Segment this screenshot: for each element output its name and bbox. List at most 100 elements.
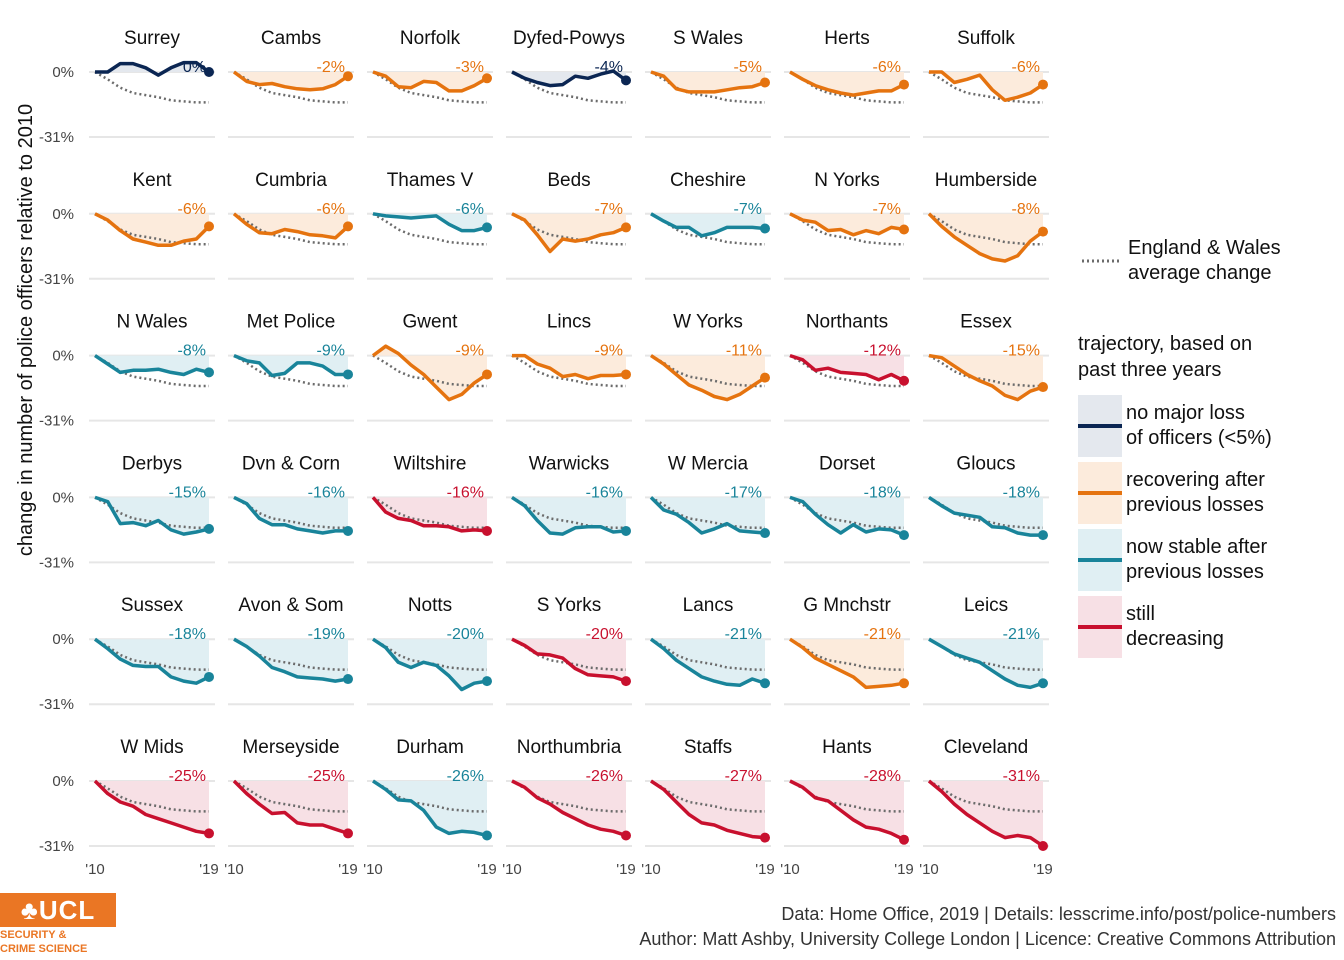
y-tick-label: -31% [39,413,74,430]
x-tick-label: '19 [755,861,775,878]
panel: Hants -28% [784,737,910,847]
facet-title: Met Police [247,312,336,333]
endpoint-dot [204,671,214,682]
ucl-logo: ♣UCL SECURITY & CRIME SCIENCE [0,893,118,955]
average-line [94,496,209,530]
change-label: -16% [308,484,345,501]
panel-area [512,355,626,379]
y-tick-label: -31% [39,838,74,855]
facet-title: Dyfed-Powys [513,28,625,49]
endpoint-dot [482,830,492,841]
endpoint-dot [343,71,353,82]
average-line [928,70,1043,104]
y-tick-label: -31% [39,129,74,146]
series-line [927,779,1044,848]
series-line [789,495,905,537]
average-line [94,779,209,813]
average-line [928,496,1043,530]
y-tick-label: -31% [39,271,74,288]
endpoint-dot [621,830,631,841]
facet-title: S Wales [673,28,743,49]
change-label: -21% [1003,626,1040,643]
facet-title: Herts [824,28,869,49]
footer-author: Author: Matt Ashby, University College L… [639,929,1336,949]
panel: Durham -26% [367,737,493,847]
change-label: -26% [586,768,623,785]
endpoint-dot [760,832,770,843]
panel: Herts-6% [784,28,910,138]
panel-area [790,213,904,235]
legend-average-entry: England & Wales average change [1078,236,1340,286]
facet-title: Staffs [684,737,732,758]
legend-title-line2: past three years [1078,359,1222,381]
x-tick-label: '10 [502,861,522,878]
series-line [511,495,627,536]
panel: Wiltshire -16% [367,453,493,564]
endpoint-dot [760,528,770,539]
y-tick-label: 0% [52,206,74,223]
change-label: -9% [456,343,484,360]
change-label: -21% [725,626,762,643]
panel: Beds -7% [506,170,632,280]
series-line [512,353,627,381]
panel: Gloucs -18% [923,453,1049,564]
panel: Merseyside -25% [228,737,354,847]
facet-title: Leics [964,595,1008,616]
average-line [233,496,348,530]
change-label: -21% [864,626,901,643]
legend-key-nowstable [1078,529,1122,591]
panel: Met Police -9% [228,312,354,422]
average-line [789,779,904,813]
series-line [650,212,766,238]
change-label: -4% [595,59,623,76]
legend-item-line2: decreasing [1126,628,1224,650]
panel: Thames V -6% [367,170,493,280]
series-line [927,212,1045,263]
x-tick-label: '10 [85,861,105,878]
legend-item-line1: recovering after [1126,469,1265,491]
panel-area [651,781,765,838]
average-line [372,779,487,813]
panel-area [929,213,1043,261]
series-line [95,60,211,77]
change-label: -25% [169,768,206,785]
endpoint-dot [899,678,909,689]
panel: Humberside -8% [923,170,1049,280]
change-label: -8% [178,343,206,360]
change-label: -15% [1003,343,1040,360]
panel-area [373,213,487,231]
facet-title: S Yorks [537,595,601,616]
average-line [233,354,348,388]
average-line [372,354,487,388]
average-line [511,496,626,530]
endpoint-dot [482,73,492,84]
endpoint-dot [1038,79,1048,90]
average-line [372,638,487,671]
change-label: -25% [308,768,345,785]
average-line [650,70,765,104]
facet-title: Thames V [387,170,474,191]
average-line [511,212,626,246]
average-line [928,779,1043,813]
panel: Lincs-9% [506,312,632,422]
series-line [232,779,349,836]
panel: W Yorks -11% [645,312,771,422]
endpoint-dot [343,369,353,380]
series-line [511,69,628,88]
panel: Cambs -2% [228,28,354,138]
legend-text-nowstable: now stable after previous losses [1126,535,1267,585]
footer-data-source: Data: Home Office, 2019 | Details: lessc… [781,904,1336,924]
panel-area [373,497,487,531]
series-line [789,212,905,237]
change-label: -5% [734,59,762,76]
endpoint-dot [899,375,909,386]
panel: S Yorks -20% [506,595,632,706]
change-label: -16% [586,484,623,501]
legend-key-decreasing [1078,596,1122,658]
legend-item-recovering: recovering after previous losses [1078,462,1340,524]
facet-title: Warwicks [529,453,610,474]
endpoint-dot [343,828,353,839]
average-line [650,638,765,671]
endpoint-dot [1038,678,1048,689]
